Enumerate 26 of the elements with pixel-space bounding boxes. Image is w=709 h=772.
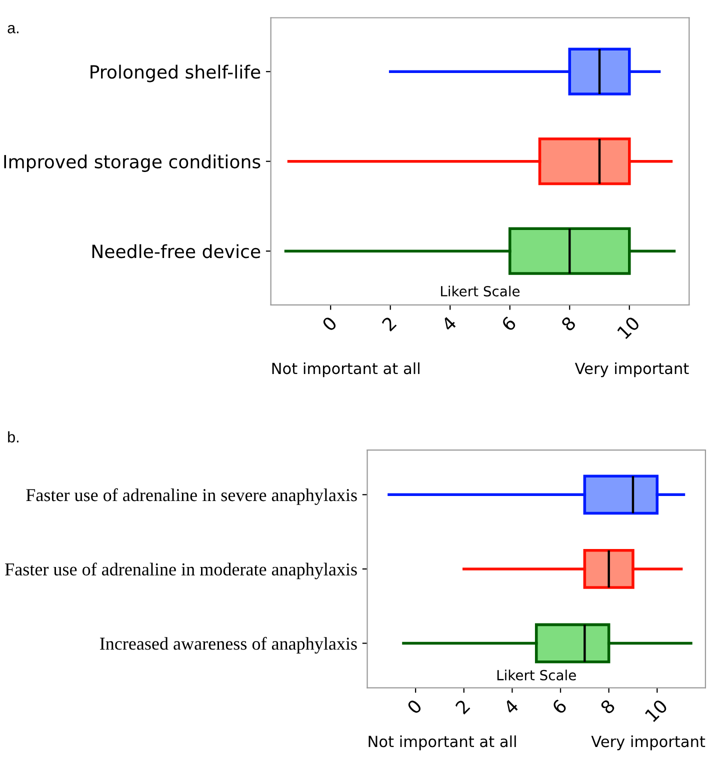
annotation: Likert Scale [441, 286, 520, 297]
x-tick-label: 8 [560, 316, 577, 332]
x-tick-label: 10 [644, 698, 668, 722]
x-tick-label: 0 [321, 316, 338, 332]
y-tick-label: Faster use of adrenaline in moderate anaphylaxis [5, 562, 357, 580]
x-tick-label: 6 [500, 316, 517, 332]
annotation: Likert Scale [497, 670, 576, 680]
y-tick-label: Improved storage conditions [4, 154, 260, 172]
text: Not important at all [368, 735, 516, 750]
y-tick-label: Prolonged shelf-life [90, 64, 260, 82]
text: a. [8, 24, 18, 34]
text: Very important [591, 735, 706, 750]
x-tick-label: 2 [454, 699, 470, 714]
y-tick-label: Needle-free device [92, 244, 260, 258]
y-tick-label: Faster use of adrenaline in severe anaphylaxis [26, 488, 357, 505]
x-tick-label: 6 [551, 698, 568, 715]
x-tick-label: 8 [600, 698, 616, 715]
text: Not important at all [272, 362, 420, 378]
x-tick-label: 2 [381, 316, 397, 332]
x-tick-label: 4 [502, 698, 520, 715]
text: Very important [574, 362, 689, 378]
x-tick-label: 10 [616, 316, 640, 340]
x-tick-label: 0 [406, 698, 422, 715]
x-tick-label: 4 [440, 316, 457, 332]
y-tick-label: Increased awareness of anaphylaxis [100, 636, 357, 654]
text: b. [8, 431, 18, 443]
